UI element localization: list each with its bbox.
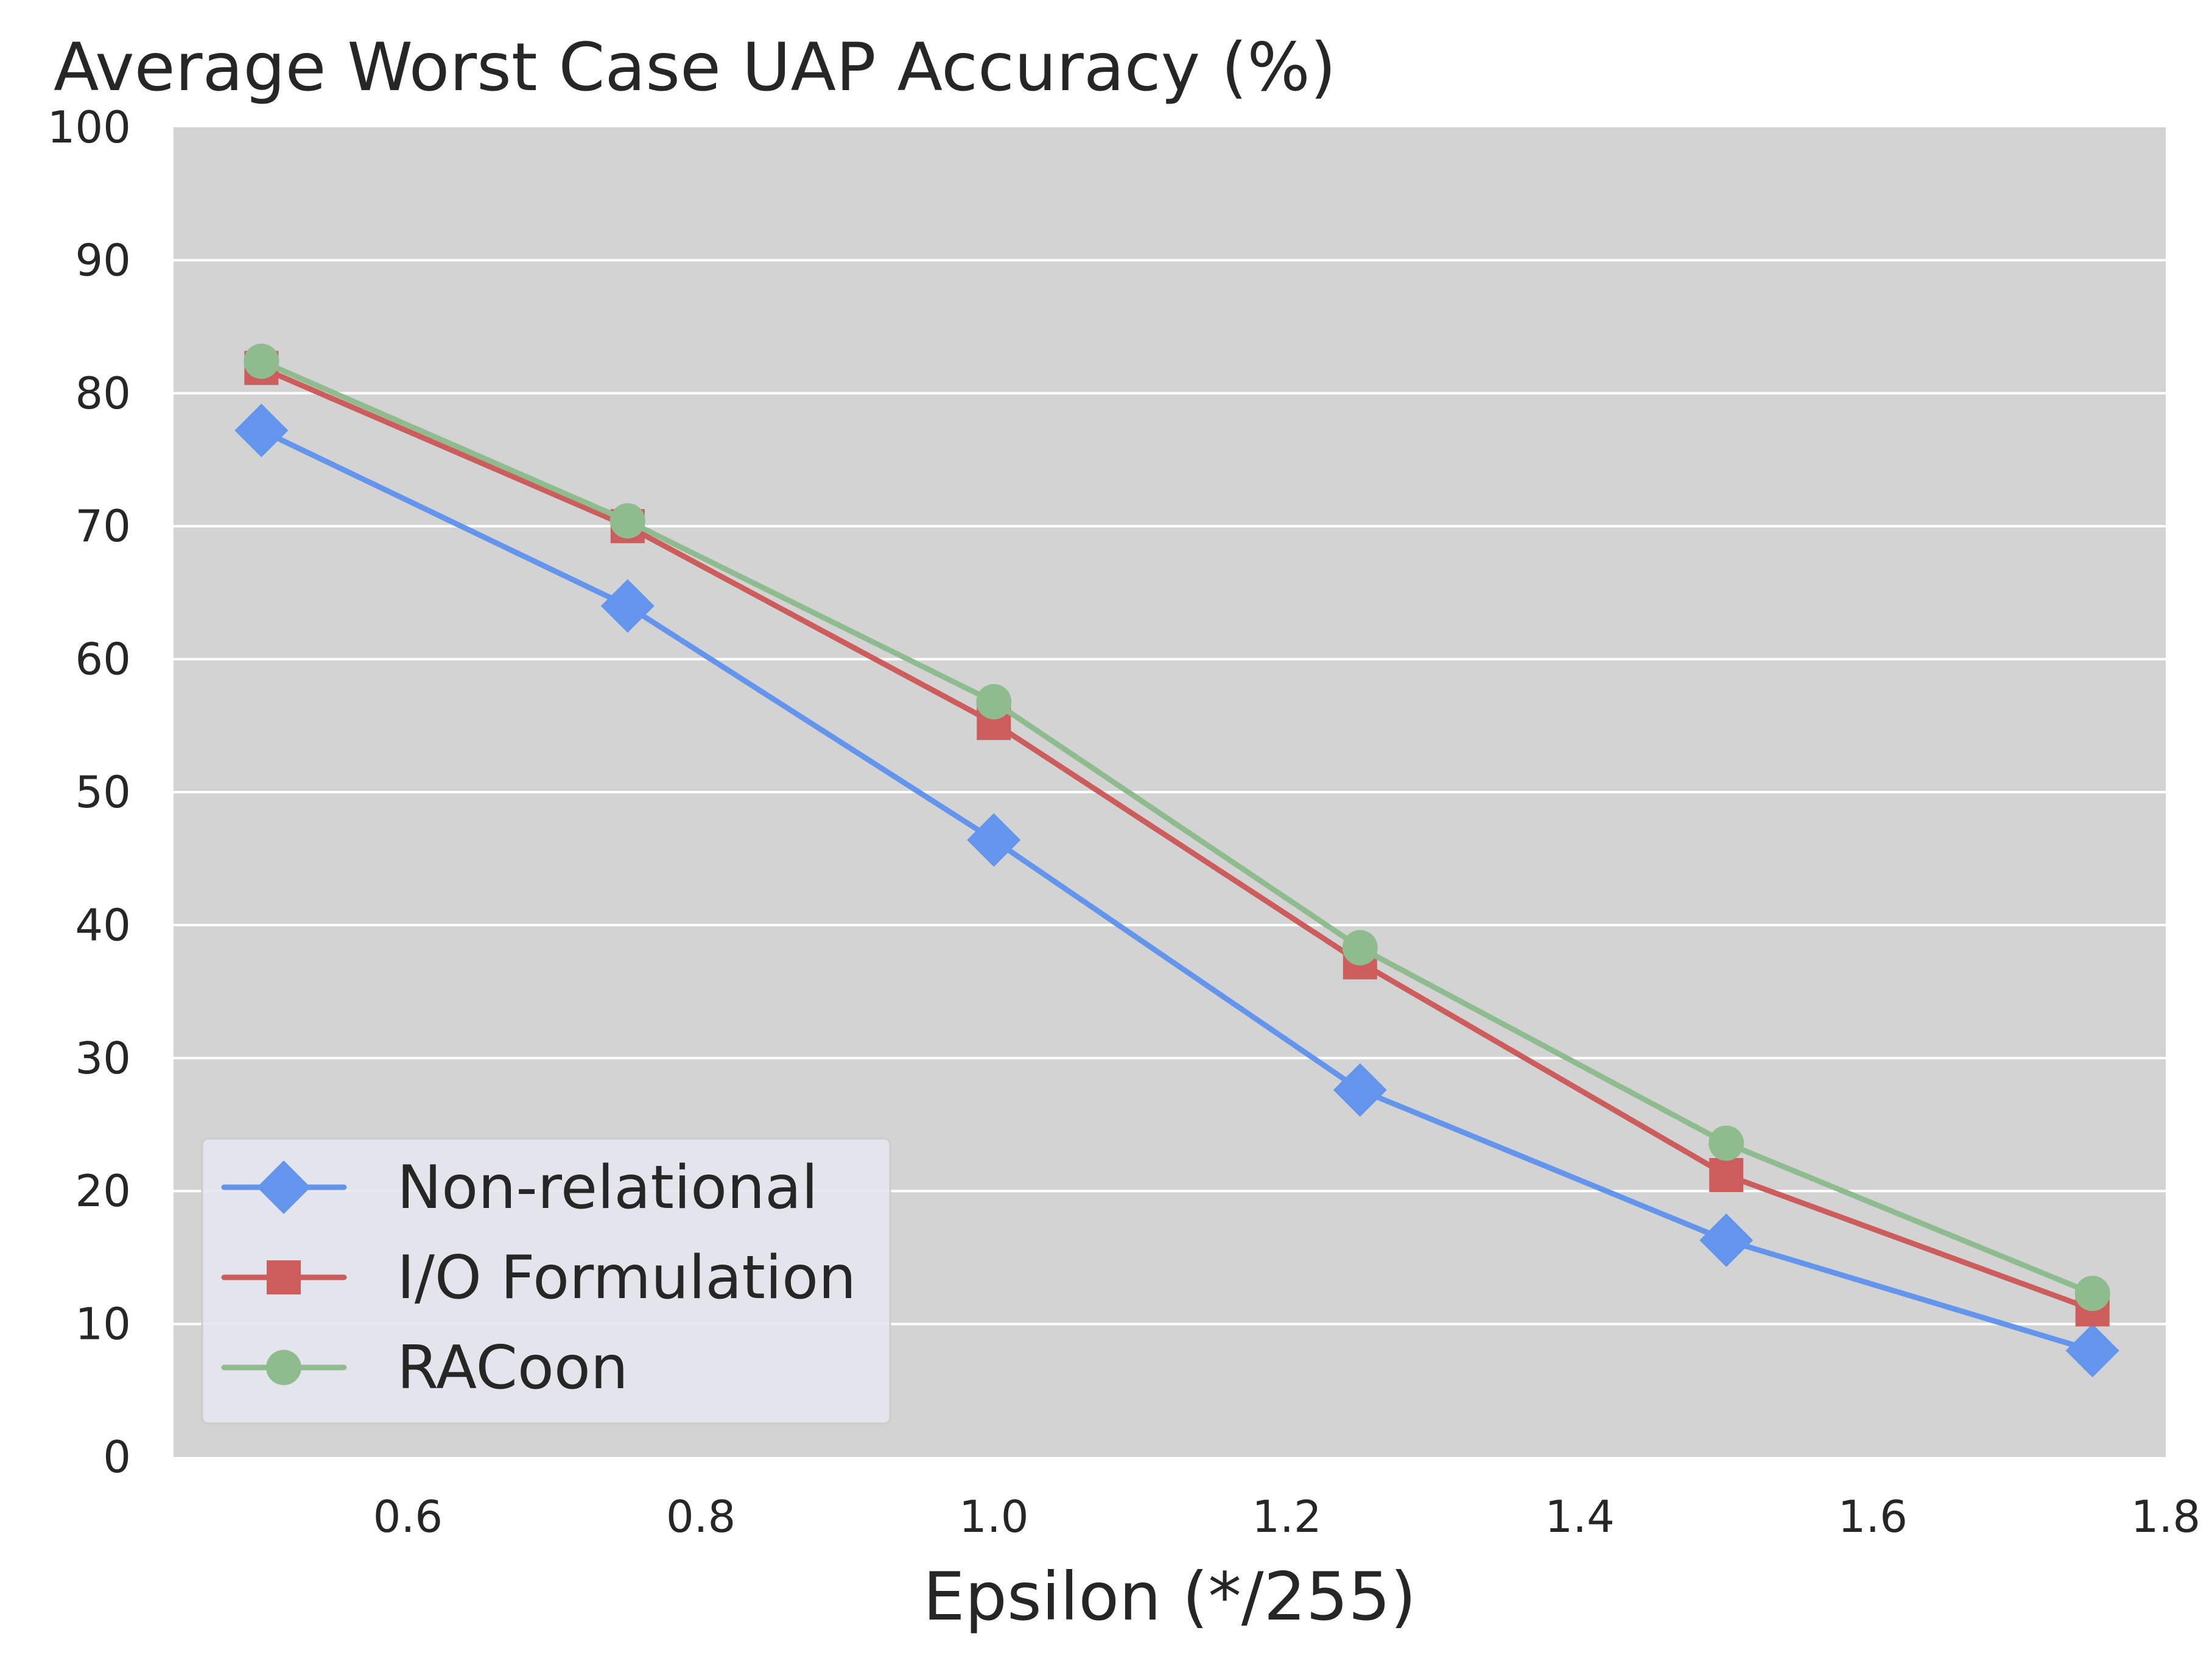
series-line-i-o-formulation xyxy=(258,365,2096,1313)
data-point-non-relational xyxy=(2065,1324,2119,1378)
y-tick-label: 100 xyxy=(47,102,131,153)
legend-label: I/O Formulation xyxy=(397,1243,856,1313)
series-line-non-relational xyxy=(258,427,2096,1353)
x-tick-label: 1.2 xyxy=(1252,1491,1322,1542)
data-point-racoon xyxy=(976,684,1012,720)
legend-label: RACoon xyxy=(397,1333,628,1403)
data-point-non-relational xyxy=(1699,1213,1754,1268)
data-point-non-relational xyxy=(234,403,289,457)
legend-item-racoon: RACoon xyxy=(221,1333,628,1403)
x-axis-ticks: 0.6 0.8 1.0 1.2 1.4 1.6 1.8 xyxy=(373,1491,2201,1542)
x-axis-label: Epsilon (*/255) xyxy=(923,1558,1416,1635)
legend: Non-relational I/O Formulation RACoon xyxy=(201,1137,891,1425)
legend-marker xyxy=(266,1350,301,1385)
data-point-racoon xyxy=(244,343,279,379)
series-racoon xyxy=(244,343,2110,1311)
series-layer xyxy=(234,343,2119,1378)
data-point-racoon xyxy=(1708,1125,1744,1161)
y-tick-label: 40 xyxy=(75,899,131,950)
x-tick-label: 1.6 xyxy=(1838,1491,1908,1542)
legend-marker xyxy=(257,1160,311,1214)
data-point-non-relational xyxy=(1333,1063,1387,1117)
y-tick-label: 30 xyxy=(75,1033,131,1084)
x-tick-label: 1.0 xyxy=(959,1491,1029,1542)
y-tick-label: 50 xyxy=(75,767,131,818)
x-tick-label: 1.4 xyxy=(1545,1491,1615,1542)
y-tick-label: 10 xyxy=(75,1299,131,1350)
chart-title: Average Worst Case UAP Accuracy (%) xyxy=(54,29,1336,106)
y-tick-label: 80 xyxy=(75,368,131,419)
data-point-racoon xyxy=(1342,930,1378,966)
data-point-non-relational xyxy=(967,813,1021,867)
y-tick-label: 60 xyxy=(75,634,131,685)
y-axis-ticks: 0 10 20 30 40 50 60 70 80 90 100 xyxy=(47,102,131,1483)
x-tick-label: 0.6 xyxy=(373,1491,443,1542)
legend-label: Non-relational xyxy=(397,1153,818,1223)
y-tick-label: 70 xyxy=(75,500,131,552)
series-non-relational xyxy=(234,403,2119,1378)
y-tick-label: 20 xyxy=(75,1165,131,1216)
legend-items: Non-relational I/O Formulation RACoon xyxy=(221,1153,856,1403)
y-tick-label: 0 xyxy=(103,1431,131,1483)
legend-marker xyxy=(267,1260,301,1294)
data-point-racoon xyxy=(609,503,645,539)
data-point-i-o-formulation xyxy=(1709,1157,1744,1192)
data-point-non-relational xyxy=(600,579,655,633)
y-tick-label: 90 xyxy=(75,234,131,286)
legend-box xyxy=(201,1137,891,1425)
legend-item-non-relational: Non-relational xyxy=(221,1153,818,1223)
data-point-racoon xyxy=(2074,1276,2110,1311)
x-tick-label: 0.8 xyxy=(666,1491,736,1542)
series-line-racoon xyxy=(258,358,2096,1296)
x-tick-label: 1.8 xyxy=(2131,1491,2201,1542)
legend-item-i-o-formulation: I/O Formulation xyxy=(221,1243,856,1313)
